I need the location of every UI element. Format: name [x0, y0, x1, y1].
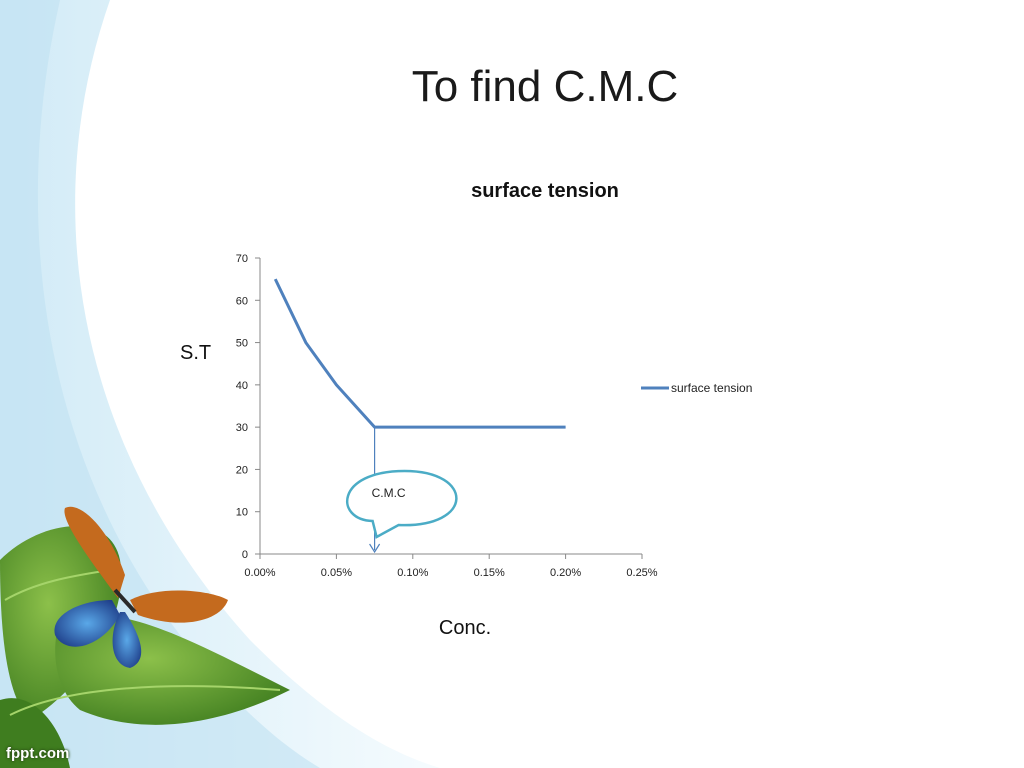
y-tick-label: 70	[236, 253, 248, 265]
y-tick-label: 20	[236, 464, 248, 476]
butterfly-decoration	[54, 506, 228, 668]
y-tick-label: 0	[242, 549, 248, 561]
watermark-logo: fppt.com	[6, 745, 70, 762]
y-tick-label: 10	[236, 507, 248, 519]
cmc-callout-bubble	[346, 469, 458, 539]
chart-ticks: 0 10 20 30 40 50 60 70 0.00% 0.05% 0.10% 0.15% 0.20%…	[236, 253, 658, 579]
x-tick-label: 0.15%	[474, 567, 505, 579]
chart-legend: surface tension	[641, 381, 752, 395]
chart-series	[273, 278, 566, 429]
y-axis-label: S.T	[180, 342, 212, 364]
slide-title: To find C.M.C	[411, 62, 679, 111]
chart-title: surface tension	[471, 180, 619, 202]
y-tick-label: 50	[236, 338, 248, 350]
legend-label: surface tension	[671, 381, 752, 395]
y-tick-label: 40	[236, 380, 248, 392]
x-axis-label: Conc.	[438, 617, 492, 639]
y-tick-label: 60	[236, 295, 248, 307]
x-tick-label: 0.20%	[550, 567, 581, 579]
series-line	[273, 278, 566, 429]
x-tick-label: 0.05%	[321, 567, 352, 579]
x-tick-label: 0.25%	[626, 567, 657, 579]
chart-axes	[259, 258, 642, 555]
cmc-callout-label: C.M.C	[372, 486, 406, 500]
cmc-arrow-head	[369, 543, 381, 554]
x-tick-label: 0.10%	[397, 567, 428, 579]
y-tick-label: 30	[236, 422, 248, 434]
cmc-annotation: C.M.C	[346, 427, 458, 554]
x-tick-label: 0.00%	[244, 567, 275, 579]
